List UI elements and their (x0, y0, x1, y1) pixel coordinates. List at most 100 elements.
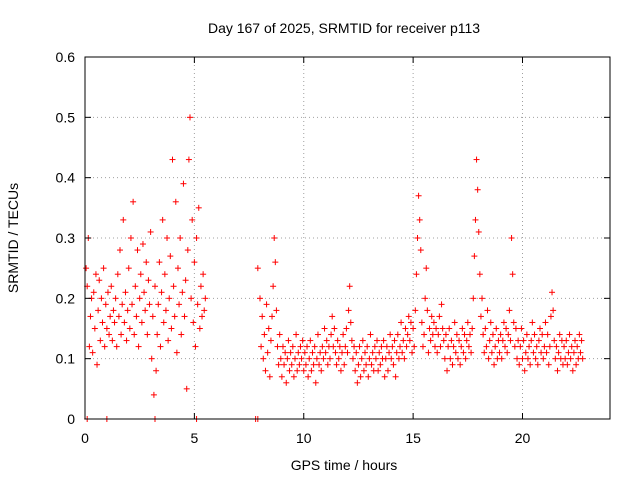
data-point (277, 355, 284, 362)
data-point (480, 331, 487, 338)
data-point (144, 331, 151, 338)
data-point (302, 361, 309, 368)
data-point (90, 289, 97, 296)
data-point (519, 355, 526, 362)
data-point (462, 355, 469, 362)
data-point (306, 355, 313, 362)
data-point (134, 247, 141, 254)
data-point (436, 313, 443, 320)
data-point (346, 283, 353, 290)
data-point (444, 367, 451, 374)
data-point (523, 331, 530, 338)
data-point (547, 313, 554, 320)
data-point (421, 331, 428, 338)
data-point (362, 349, 368, 356)
data-point (401, 355, 408, 362)
x-tick-labels: 0 5 10 15 20 (81, 430, 530, 446)
data-point (405, 313, 412, 320)
data-point (463, 337, 470, 344)
data-point (469, 325, 476, 332)
data-point (301, 349, 308, 356)
data-point (113, 343, 120, 350)
data-point (321, 325, 328, 332)
data-point (342, 343, 349, 350)
data-point (293, 331, 300, 338)
data-point (354, 379, 361, 386)
data-point (461, 331, 468, 338)
data-point (500, 319, 507, 326)
data-point (453, 331, 460, 338)
data-point (288, 361, 295, 368)
data-point (313, 355, 320, 362)
data-point (349, 355, 356, 362)
data-point (386, 349, 393, 356)
data-point (414, 235, 421, 241)
data-point (535, 337, 542, 344)
data-point (458, 343, 465, 350)
data-point (503, 325, 510, 332)
data-point (192, 343, 199, 350)
data-point (154, 331, 161, 338)
data-point (348, 337, 355, 344)
data-point (320, 355, 327, 362)
data-point (568, 343, 575, 350)
data-point (477, 313, 484, 320)
data-point (180, 180, 187, 187)
data-point (372, 355, 379, 362)
data-point (468, 349, 475, 356)
data-point (129, 301, 136, 308)
data-point (395, 355, 402, 362)
data-point (540, 355, 547, 362)
data-point (511, 343, 518, 350)
data-point (328, 331, 335, 338)
data-point (107, 313, 114, 320)
data-point (305, 373, 312, 380)
data-point (551, 337, 558, 344)
data-point (200, 271, 207, 278)
data-point (506, 307, 513, 314)
data-point (409, 349, 416, 356)
data-point (106, 331, 113, 338)
data-point (556, 331, 563, 338)
data-point (185, 156, 192, 163)
data-point (343, 325, 350, 332)
data-point (174, 265, 181, 272)
data-point (530, 349, 537, 356)
y-axis-label: SRMTID / TECUs (5, 183, 21, 293)
data-point (460, 349, 467, 356)
data-point (459, 325, 466, 332)
data-point (319, 343, 326, 350)
data-point (157, 343, 164, 350)
data-point (406, 337, 413, 344)
data-point (317, 349, 324, 356)
data-point (318, 367, 325, 374)
data-point (260, 355, 267, 362)
data-point (464, 319, 471, 326)
data-point (493, 325, 500, 332)
data-point (371, 343, 378, 350)
data-point (566, 331, 573, 338)
data-point (376, 349, 383, 356)
data-point (136, 295, 143, 302)
data-point (195, 204, 202, 211)
data-point (456, 337, 463, 344)
data-point (429, 331, 436, 338)
data-point (307, 337, 314, 344)
data-point (270, 283, 277, 290)
data-point (390, 361, 397, 368)
data-point (101, 343, 108, 350)
data-point (419, 343, 426, 350)
data-point (167, 253, 174, 260)
data-point (481, 349, 488, 356)
data-point (262, 367, 269, 374)
data-point (285, 337, 292, 344)
data-point (188, 295, 195, 302)
data-point (122, 289, 129, 296)
data-point (579, 355, 586, 362)
y-tick-label: 0.1 (56, 351, 76, 367)
data-point (552, 355, 559, 362)
data-point (99, 319, 106, 326)
data-point (171, 313, 178, 320)
data-point (435, 331, 442, 338)
data-point (512, 325, 519, 332)
